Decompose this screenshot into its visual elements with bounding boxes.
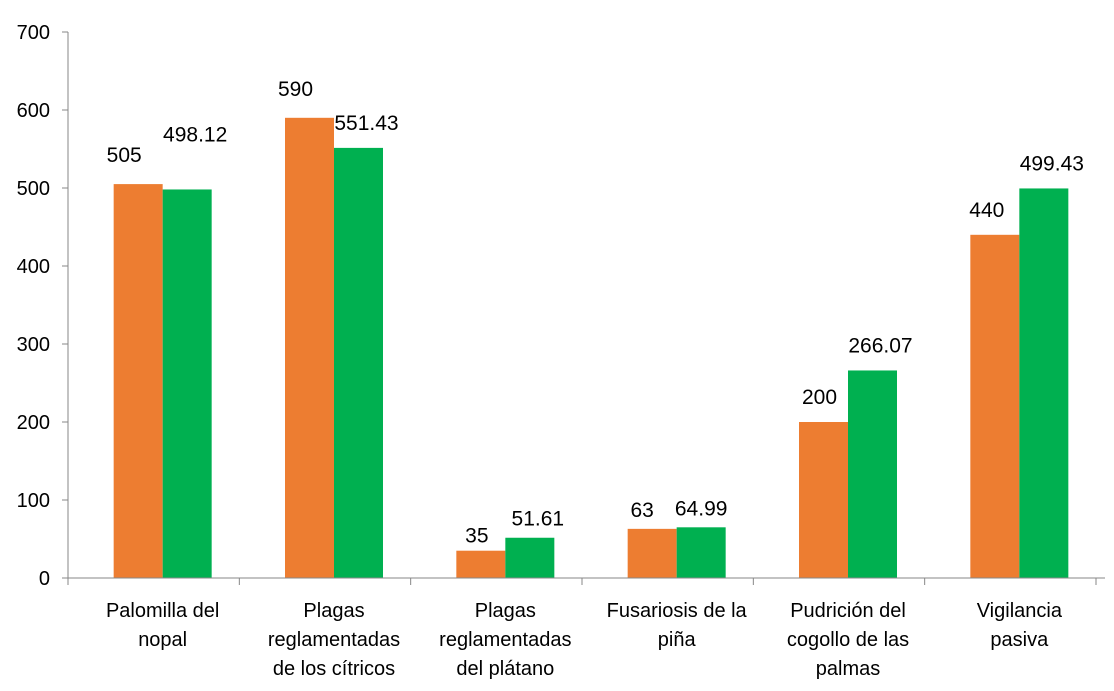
y-tick-label: 700: [17, 22, 50, 44]
data-label-series-1-4: 63: [630, 499, 653, 522]
category-label-line: Plagas: [303, 600, 364, 622]
y-axis: 0 100 200 300 400 500 600 700: [17, 22, 69, 590]
category-label-line: Vigilancia: [977, 600, 1063, 622]
bar-series-1-1: [113, 184, 163, 578]
bar-series-2-6: [1019, 188, 1069, 579]
category-label-line: reglamentadas: [268, 629, 400, 651]
data-label-series-1-1: 505: [107, 144, 142, 167]
data-label-series-2-6: 499.43: [1020, 152, 1084, 175]
category-label-line: del plátano: [456, 658, 554, 680]
category-label-2: Plagas reglamentadas de los cítricos: [268, 600, 400, 680]
data-label-series-1-5: 200: [802, 386, 837, 409]
y-tick-label: 300: [17, 334, 50, 356]
bar-series-1-6: [970, 234, 1020, 579]
category-label-line: pasiva: [990, 629, 1049, 651]
category-label-3: Plagas reglamentadas del plátano: [439, 600, 571, 680]
y-tick-label: 0: [39, 568, 50, 590]
bar-series-2-5: [848, 370, 897, 578]
category-label-line: piña: [658, 629, 697, 651]
y-tick-label: 500: [17, 178, 50, 200]
data-label-series-2-3: 51.61: [512, 508, 565, 531]
category-label-5: Pudrición del cogollo de las palmas: [787, 600, 909, 680]
y-tick-label: 400: [17, 256, 50, 278]
bar-series-2-2: [334, 147, 383, 579]
y-tick-label: 200: [17, 412, 50, 434]
category-label-line: palmas: [816, 658, 880, 680]
bar-series-2-4: [676, 527, 726, 578]
bar-series-1-3: [456, 550, 506, 578]
category-label-line: Plagas: [475, 600, 536, 622]
category-label-4: Fusariosis de la piña: [607, 600, 748, 651]
category-label-line: nopal: [138, 629, 187, 651]
category-label-line: Fusariosis de la: [607, 600, 748, 622]
category-label-line: Pudrición del: [790, 600, 906, 622]
data-label-series-2-2: 551.43: [334, 112, 398, 135]
bar-series-2-1: [162, 189, 212, 578]
bars: [113, 117, 1069, 579]
y-tick-label: 600: [17, 100, 50, 122]
bar-series-2-3: [505, 537, 555, 578]
x-axis: [67, 577, 1105, 585]
category-label-line: Palomilla del: [106, 600, 219, 622]
data-label-series-1-3: 35: [465, 525, 488, 548]
data-label-series-2-4: 64.99: [675, 497, 728, 520]
data-labels: 505 498.12 590 551.43 35 51.61 63 64.99 200 266.0…: [107, 78, 1084, 548]
category-label-line: reglamentadas: [439, 629, 571, 651]
data-label-series-2-5: 266.07: [848, 334, 912, 357]
bar-series-1-2: [285, 117, 334, 579]
bar-series-1-5: [799, 422, 848, 578]
data-label-series-1-6: 440: [969, 199, 1004, 222]
data-label-series-2-1: 498.12: [163, 123, 227, 146]
category-label-line: de los cítricos: [273, 658, 395, 680]
category-label-6: Vigilancia pasiva: [977, 600, 1063, 651]
category-label-1: Palomilla del nopal: [106, 600, 219, 651]
y-tick-label: 100: [17, 490, 50, 512]
category-label-line: cogollo de las: [787, 629, 909, 651]
data-label-series-1-2: 590: [278, 78, 313, 101]
bar-series-1-4: [627, 528, 677, 578]
category-labels: Palomilla del nopal Plagas reglamentadas de …: [106, 600, 1063, 680]
